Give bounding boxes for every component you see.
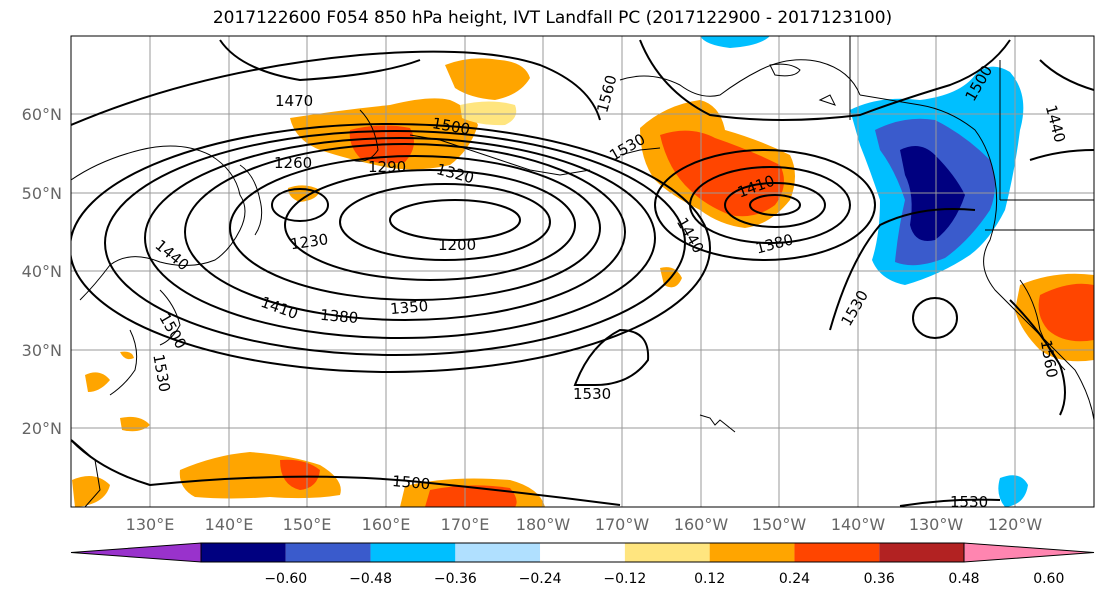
colorbar-tick-label: 0.48 [948, 571, 979, 587]
graticule [71, 36, 1094, 507]
map-frame [70, 35, 1095, 508]
latitude-labels: 60°N 50°N 40°N 30°N 20°N [22, 105, 62, 438]
lon-label: 130°W [909, 515, 964, 534]
lon-label: 120°W [988, 515, 1043, 534]
colorbar-segment [879, 543, 964, 562]
colorbar-tick-label: −0.48 [349, 571, 392, 587]
lat-label: 40°N [22, 262, 62, 281]
colorbar-tick-label: −0.24 [519, 571, 562, 587]
contour-label: 1260 [274, 154, 312, 172]
lon-label: 140°W [831, 515, 886, 534]
contour-label: 1380 [319, 306, 359, 327]
contour-label: 1200 [438, 236, 476, 254]
lat-label: 50°N [22, 184, 62, 203]
height-contours [71, 39, 1094, 507]
lon-label: 140°E [205, 515, 254, 534]
colorbar-tick-label: 0.36 [864, 571, 895, 587]
colorbar-segment [455, 543, 541, 562]
colorbar-tick-label: 0.24 [779, 571, 810, 587]
colorbar-extend-low [70, 542, 202, 563]
contour-label: 1530 [950, 493, 988, 511]
lat-label: 30°N [22, 341, 62, 360]
colorbar-segment [370, 543, 456, 562]
longitude-labels: 130°E 140°E 150°E 160°E 170°E 180°W 170°… [126, 515, 1043, 534]
lon-label: 180°W [516, 515, 571, 534]
colorbar-tick-label: −0.12 [603, 571, 646, 587]
colorbar-border [200, 542, 965, 563]
lon-label: 150°W [752, 515, 807, 534]
lon-label: 150°E [283, 515, 332, 534]
colorbar-segment [540, 543, 625, 562]
contour-label: 1470 [275, 92, 313, 110]
map-title: 2017122600 F054 850 hPa height, IVT Land… [212, 8, 893, 28]
ivt-shading [72, 36, 1094, 507]
colorbar: −0.60 −0.48 −0.36 −0.24 −0.12 0.12 0.24 0.36 0.4… [70, 542, 1095, 587]
colorbar-segment [794, 543, 880, 562]
lon-label: 160°W [674, 515, 729, 534]
colorbar-tick-label: 0.12 [694, 571, 725, 587]
contour-label: 1350 [389, 297, 429, 318]
colorbar-segment [201, 543, 286, 562]
colorbar-tick-label: −0.60 [264, 571, 307, 587]
lon-label: 130°E [126, 515, 175, 534]
contour-label: 1530 [573, 385, 611, 403]
lon-label: 170°W [595, 515, 650, 534]
colorbar-extend-high [963, 542, 1095, 563]
contour-label: 1500 [391, 472, 431, 493]
colorbar-segment [285, 543, 371, 562]
lat-label: 20°N [22, 419, 62, 438]
colorbar-segment [709, 543, 795, 562]
colorbar-tick-label: −0.36 [434, 571, 477, 587]
lat-label: 60°N [22, 105, 62, 124]
contour-label: 1290 [368, 158, 406, 176]
colorbar-segment [624, 543, 710, 562]
contour-label: 1230 [289, 230, 329, 253]
colorbar-tick-label: 0.60 [1033, 571, 1064, 587]
lon-label: 160°E [362, 515, 411, 534]
lon-label: 170°E [441, 515, 490, 534]
